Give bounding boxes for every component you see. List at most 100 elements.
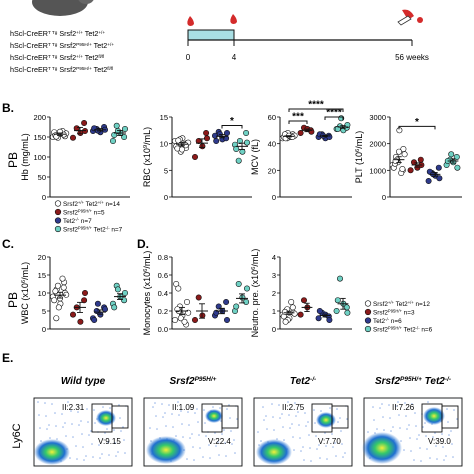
gate-v <box>221 405 239 429</box>
flow-event <box>398 414 400 416</box>
gate-ii-label: II:2.31 <box>62 403 85 412</box>
flow-event <box>172 426 174 428</box>
panel-label-c: C. <box>2 237 14 251</box>
flow-event <box>427 401 429 403</box>
flow-population <box>34 439 70 465</box>
data-point-srsf2 <box>204 135 211 142</box>
flow-event <box>381 403 383 405</box>
flow-event <box>196 408 198 410</box>
significance-bracket <box>221 125 243 129</box>
flow-event <box>236 418 238 420</box>
flow-event <box>413 459 415 461</box>
flow-event <box>426 448 428 450</box>
flow-event <box>46 428 48 430</box>
flow-event <box>230 430 232 432</box>
flow-event <box>54 412 56 414</box>
flow-event <box>435 445 437 447</box>
data-point-wt <box>288 298 295 305</box>
flow-event <box>392 426 394 428</box>
flow-event <box>189 437 191 439</box>
flow-event <box>39 427 41 429</box>
data-point-double <box>344 309 351 316</box>
flow-event <box>429 457 431 459</box>
panel-label-b: B. <box>2 101 14 115</box>
flow-event <box>291 423 293 425</box>
data-point-srsf2 <box>300 297 307 304</box>
significance-bracket <box>288 120 308 124</box>
flow-event <box>266 428 268 430</box>
data-point-double <box>334 297 341 304</box>
legend-entry-double: Srsf2P95H/+ Tet2-/- n=6 <box>373 325 433 334</box>
significance-label: **** <box>326 108 342 119</box>
data-point-wt <box>172 316 179 323</box>
flow-event <box>372 406 374 408</box>
flow-event <box>379 407 381 409</box>
flow-event <box>346 418 348 420</box>
flow-event <box>406 428 408 430</box>
treatment-bar <box>187 29 235 41</box>
flow-event <box>119 417 121 419</box>
flow-event <box>48 424 50 426</box>
flow-event <box>434 432 436 434</box>
flow-event <box>425 435 427 437</box>
data-point-double <box>333 307 340 314</box>
flow-event <box>182 436 184 438</box>
flow-event <box>192 446 194 448</box>
flow-event <box>293 449 295 451</box>
data-point-wt <box>182 142 189 149</box>
significance-label: * <box>230 116 234 127</box>
data-point-srsf2 <box>195 138 202 145</box>
flow-event <box>410 450 412 452</box>
flow-event <box>37 401 39 403</box>
flow-population <box>96 410 116 426</box>
flow-event <box>67 401 69 403</box>
data-point-wt <box>184 298 191 305</box>
data-point-wt <box>401 151 408 158</box>
flow-event <box>93 409 95 411</box>
data-point-double <box>454 164 461 171</box>
flow-event <box>342 456 344 458</box>
flow-event <box>445 455 447 457</box>
data-point-srsf2 <box>70 311 77 318</box>
flow-event <box>118 404 120 406</box>
flow-event <box>325 445 327 447</box>
flow-event <box>49 437 51 439</box>
chart-plt: 0 1000 2000 3000 PLT (106/mL) * <box>354 113 462 202</box>
data-point-srsf2 <box>407 167 414 174</box>
chart-mono: 0.0 0.2 0.4 0.6 0.8 Monocytes (x106/mL) <box>142 251 252 335</box>
flow-event <box>383 429 385 431</box>
flow-event <box>214 432 216 434</box>
tamoxifen-drop-icon <box>230 14 237 24</box>
flow-event <box>446 408 448 410</box>
flow-event <box>303 459 305 461</box>
y-axis-label: Neutro. pre. (x106/mL) <box>250 249 260 338</box>
flow-event <box>152 406 154 408</box>
flow-event <box>436 458 438 460</box>
flow-event <box>314 422 316 424</box>
legend-marker-tet2 <box>364 317 372 324</box>
flow-event <box>226 408 228 410</box>
data-point-double <box>236 138 243 145</box>
data-point-wt <box>53 133 60 140</box>
gate-v <box>331 405 349 429</box>
flow-event <box>283 439 285 441</box>
flow-event <box>447 421 449 423</box>
flow-event <box>397 401 399 403</box>
flow-event <box>104 432 106 434</box>
flow-event <box>376 428 378 430</box>
flow-event <box>203 409 205 411</box>
timeline-tick-end-treatment: 4 <box>232 53 237 62</box>
flow-event <box>390 430 392 432</box>
flow-event <box>87 421 89 423</box>
flow-event <box>124 452 126 454</box>
flow-event <box>234 452 236 454</box>
flow-event <box>307 421 309 423</box>
data-point-double <box>233 303 240 310</box>
flow-event <box>212 406 214 408</box>
data-point-wt <box>281 308 288 315</box>
flow-event <box>198 434 200 436</box>
timeline-tick-start: 0 <box>186 53 191 62</box>
flow-event <box>432 436 434 438</box>
flow-event <box>123 439 125 441</box>
